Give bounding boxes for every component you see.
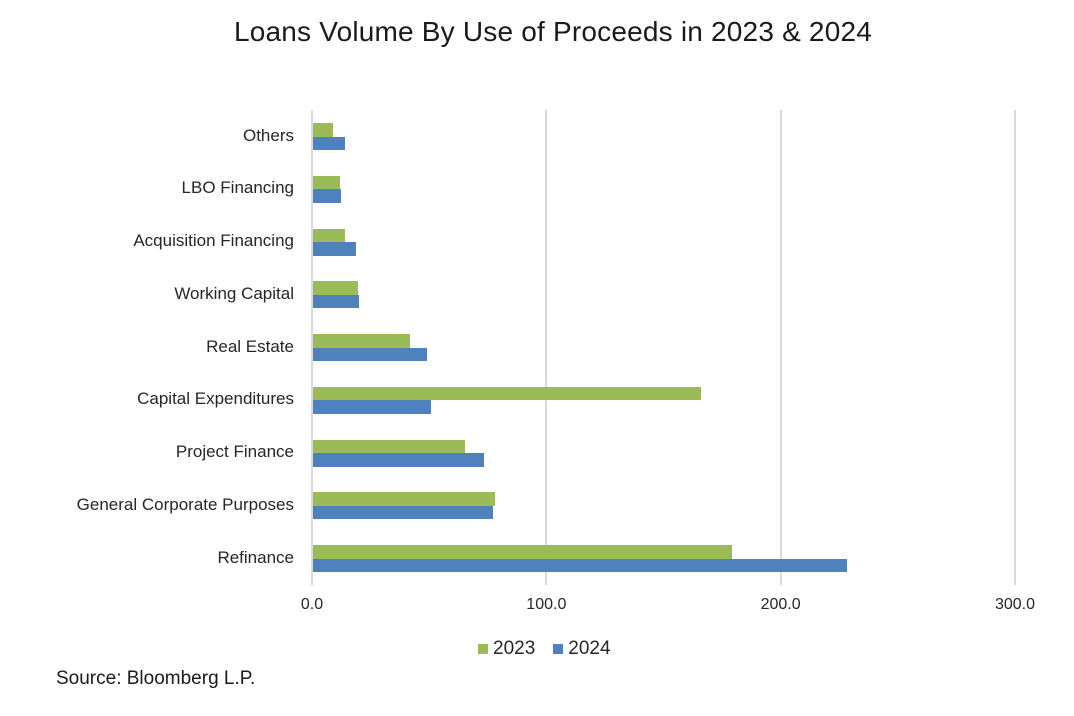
category-label: Real Estate [206, 336, 294, 356]
category-label: Refinance [217, 547, 294, 567]
category-label: Working Capital [174, 283, 294, 303]
chart-title: Loans Volume By Use of Proceeds in 2023 … [233, 16, 873, 47]
bar-2024 [313, 294, 359, 309]
bar-2024 [313, 189, 342, 203]
category-label: General Corporate Purposes [76, 494, 294, 514]
legend-label-2023: 2023 [493, 638, 536, 659]
bar-2024 [313, 242, 357, 256]
legend: 2023 2024 [478, 638, 611, 660]
bar-2024 [313, 400, 431, 414]
x-tick-label: 200.0 [760, 596, 801, 613]
bar-2023 [313, 386, 701, 401]
x-tick-label: 100.0 [526, 596, 567, 613]
source-note: Source: Bloomberg L.P. [56, 668, 256, 689]
bar-2024 [313, 347, 427, 361]
category-label: Capital Expenditures [137, 389, 294, 409]
x-tick-label: 300.0 [994, 596, 1036, 613]
category-label: Others [242, 125, 294, 145]
gridline [311, 110, 313, 585]
bar-2023 [313, 281, 358, 295]
bar-2023 [313, 439, 465, 453]
gridline [779, 110, 782, 585]
bar-2024 [313, 136, 346, 150]
category-label: Acquisition Financing [133, 231, 294, 250]
gridline [545, 110, 548, 585]
bar-2023 [313, 492, 495, 506]
bar-2024 [313, 505, 493, 520]
bar-2023 [313, 123, 333, 137]
gridline [1014, 110, 1016, 585]
legend-swatch-2023 [478, 644, 488, 654]
category-label: Project Finance [175, 442, 294, 461]
legend-item-2024: 2024 [553, 638, 611, 660]
legend-swatch-2024 [553, 644, 564, 654]
bar-2023 [313, 228, 346, 242]
category-label: LBO Financing [181, 178, 294, 198]
legend-item-2023: 2023 [478, 638, 535, 660]
bar-2024 [313, 558, 847, 572]
x-tick-label: 0.0 [300, 596, 324, 613]
bar-2024 [313, 453, 485, 467]
bar-2023 [313, 175, 340, 190]
bar-2023 [313, 545, 732, 559]
legend-label-2024: 2024 [568, 638, 611, 659]
bar-2023 [313, 334, 410, 348]
